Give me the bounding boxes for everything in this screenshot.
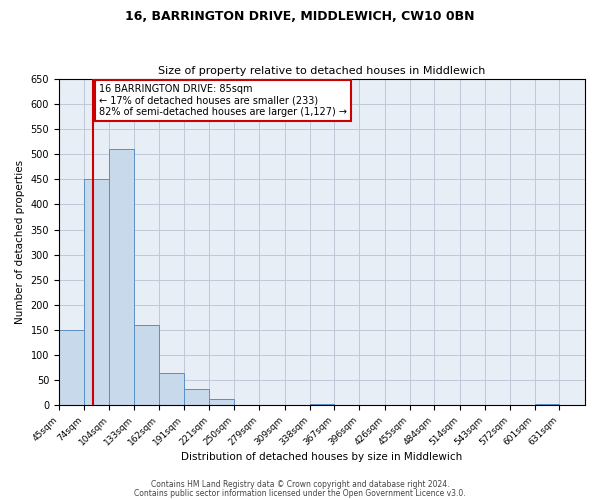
Title: Size of property relative to detached houses in Middlewich: Size of property relative to detached ho…: [158, 66, 485, 76]
Bar: [59, 330, 84, 405]
Bar: [184, 388, 209, 405]
Bar: [109, 150, 134, 405]
Bar: [535, 404, 559, 405]
Text: 16 BARRINGTON DRIVE: 85sqm
← 17% of detached houses are smaller (233)
82% of sem: 16 BARRINGTON DRIVE: 85sqm ← 17% of deta…: [99, 84, 347, 117]
Text: 16, BARRINGTON DRIVE, MIDDLEWICH, CW10 0BN: 16, BARRINGTON DRIVE, MIDDLEWICH, CW10 0…: [125, 10, 475, 23]
Bar: [84, 180, 109, 405]
Bar: [310, 404, 334, 405]
Y-axis label: Number of detached properties: Number of detached properties: [15, 160, 25, 324]
Text: Contains HM Land Registry data © Crown copyright and database right 2024.: Contains HM Land Registry data © Crown c…: [151, 480, 449, 489]
Bar: [134, 325, 159, 405]
Text: Contains public sector information licensed under the Open Government Licence v3: Contains public sector information licen…: [134, 488, 466, 498]
Bar: [159, 372, 184, 405]
Bar: [209, 399, 234, 405]
X-axis label: Distribution of detached houses by size in Middlewich: Distribution of detached houses by size …: [181, 452, 463, 462]
